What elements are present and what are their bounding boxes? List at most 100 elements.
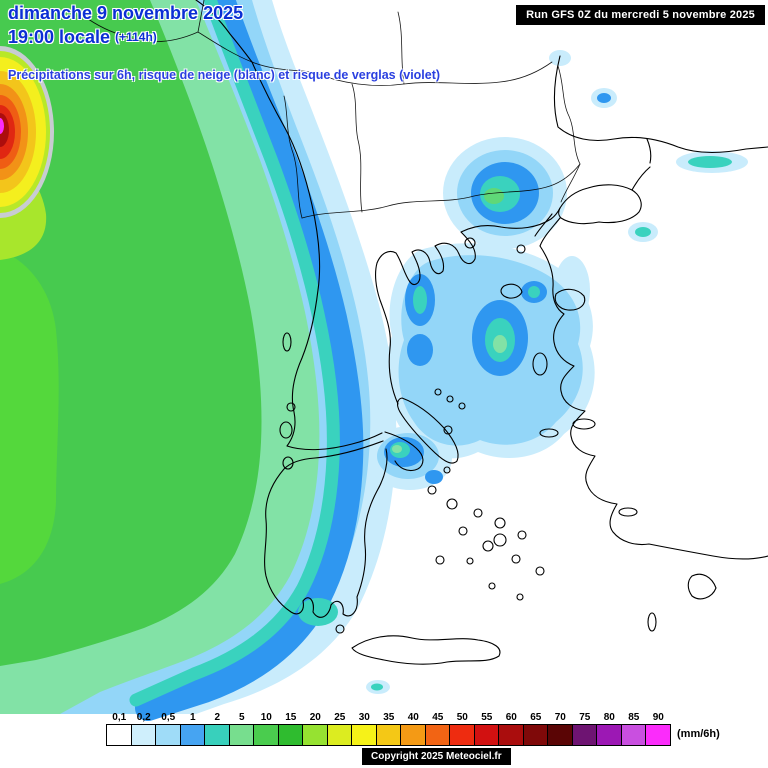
- legend-label: 35: [383, 712, 395, 723]
- legend-swatch: [228, 724, 254, 746]
- legend-label: 0,1: [112, 712, 127, 723]
- legend-cell: 55: [473, 711, 499, 746]
- legend-cell: 75: [571, 711, 597, 746]
- legend-cell: 20: [302, 711, 328, 746]
- legend-label: 50: [456, 712, 468, 723]
- legend-label: 40: [407, 712, 419, 723]
- legend-swatch: [179, 724, 205, 746]
- legend-cell: 0,2: [130, 711, 156, 746]
- island-ikaria: [539, 428, 559, 438]
- legend-swatch: [645, 724, 671, 746]
- legend-label: 80: [603, 712, 615, 723]
- legend-swatch: [277, 724, 303, 746]
- legend-cell: 5: [228, 711, 254, 746]
- legend-cell: 15: [277, 711, 303, 746]
- island-corfu: [282, 332, 292, 352]
- sea-of-marmara: [558, 184, 642, 225]
- map-subtitle: Précipitations sur 6h, risque de neige (…: [8, 68, 441, 82]
- legend-label: 0,2: [136, 712, 151, 723]
- legend-label: 5: [238, 712, 245, 723]
- legend-swatch: [620, 724, 646, 746]
- island-samothrace: [516, 244, 526, 254]
- forecast-offset: (+114h): [115, 30, 157, 44]
- run-info-box: Run GFS 0Z du mercredi 5 novembre 2025: [516, 5, 765, 25]
- island-lesbos: [554, 288, 586, 311]
- legend-swatch: [375, 724, 401, 746]
- island-karpathos: [647, 612, 657, 632]
- coast-attica: [384, 431, 424, 472]
- legend-cell: 90: [645, 711, 671, 746]
- legend-label: 60: [505, 712, 517, 723]
- legend-label: 85: [628, 712, 640, 723]
- precipitation-layer: [0, 0, 748, 721]
- dardanelles-1: [539, 217, 561, 247]
- bosphorus: [631, 138, 652, 191]
- legend-label: 1: [189, 712, 196, 723]
- island-kos: [618, 507, 638, 517]
- legend-cell: 65: [522, 711, 548, 746]
- legend-unit-label: (mm/6h): [677, 728, 720, 740]
- legend-label: 45: [432, 712, 444, 723]
- legend-label: 20: [309, 712, 321, 723]
- legend-swatch: [424, 724, 450, 746]
- legend-swatch: [155, 724, 181, 746]
- forecast-time: 19:00 locale (+114h): [8, 27, 157, 48]
- legend-cell: 50: [449, 711, 475, 746]
- legend-cell: 85: [620, 711, 646, 746]
- cyclades-islands: [427, 466, 545, 601]
- legend-swatch: [204, 724, 230, 746]
- legend-label: 90: [652, 712, 664, 723]
- legend-label: 0,5: [161, 712, 176, 723]
- legend-swatch: [498, 724, 524, 746]
- legend-swatch: [449, 724, 475, 746]
- legend-swatch: [473, 724, 499, 746]
- legend-swatch: [571, 724, 597, 746]
- sporades-islands: [434, 388, 466, 435]
- legend-cell: 45: [424, 711, 450, 746]
- island-thasos: [464, 237, 476, 249]
- legend-swatch: [302, 724, 328, 746]
- legend-label: 25: [334, 712, 346, 723]
- island-lefkada: [286, 402, 296, 412]
- legend-cell: 0,1: [106, 711, 132, 746]
- legend-swatch: [106, 724, 132, 746]
- legend-cell: 60: [498, 711, 524, 746]
- copyright-badge: Copyright 2025 Meteociel.fr: [362, 748, 511, 765]
- dardanelles-2: [534, 213, 553, 237]
- black-sea-coast: [553, 55, 768, 153]
- island-euboea: [397, 397, 459, 464]
- island-kythira: [335, 624, 345, 634]
- legend-cell: 2: [204, 711, 230, 746]
- legend-cell: 35: [375, 711, 401, 746]
- coast-peloponnese: [264, 440, 388, 618]
- island-samos: [572, 418, 596, 430]
- legend-scale: 0,1 0,2 0,5 1 2 5 10 15 20 25 30 35 40 45 50 55 60 65 70 75…: [106, 711, 671, 746]
- legend-cell: 10: [253, 711, 279, 746]
- legend-cell: 30: [351, 711, 377, 746]
- legend-swatch: [253, 724, 279, 746]
- legend-swatch: [351, 724, 377, 746]
- legend-cell: 0,5: [155, 711, 181, 746]
- forecast-time-label: 19:00 locale: [8, 27, 111, 47]
- island-limnos: [500, 283, 523, 299]
- island-chios: [532, 352, 548, 376]
- forecast-date: dimanche 9 novembre 2025: [8, 3, 244, 23]
- coast-north-aegean: [375, 207, 561, 405]
- legend-label: 55: [481, 712, 493, 723]
- legend-swatch: [522, 724, 548, 746]
- legend-label: 2: [214, 712, 221, 723]
- coast-turkey-aegean: [539, 245, 768, 560]
- island-zakynthos: [282, 456, 294, 470]
- legend-label: 30: [358, 712, 370, 723]
- legend-label: 15: [285, 712, 297, 723]
- legend-label: 10: [260, 712, 272, 723]
- legend-swatch: [400, 724, 426, 746]
- legend-swatch: [547, 724, 573, 746]
- legend-label: 65: [530, 712, 542, 723]
- country-borders: [83, 0, 581, 219]
- legend-label: 70: [554, 712, 566, 723]
- legend-label: 75: [579, 712, 591, 723]
- legend-cell: 25: [326, 711, 352, 746]
